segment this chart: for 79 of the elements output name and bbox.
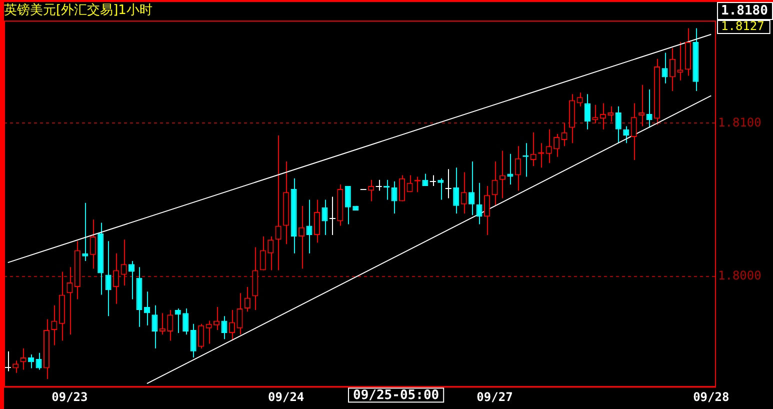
candlestick [4,350,12,372]
candlestick [306,199,312,254]
candlestick [453,167,460,214]
candlestick [275,134,282,271]
candlestick [12,360,19,374]
candlestick [322,199,328,236]
candlestick [228,310,235,342]
candlestick [438,178,444,200]
x-tick-label: 09/24 [268,390,304,404]
candlestick [630,102,637,160]
candlestick [206,320,212,344]
candlestick [298,205,305,270]
text: 1.8180 [721,3,768,18]
candlestick [429,174,436,186]
candlestick [638,84,645,127]
y-tick-label: 1.8100 [718,115,762,130]
candlestick [623,126,630,144]
candlestick [398,174,406,202]
candlestick [422,173,428,186]
candlestick [677,42,684,81]
x-tick-label: 09/28 [693,390,730,404]
candlestick [214,306,220,330]
text: 09/25-05:00 [353,388,440,403]
candlestick [90,219,96,270]
candlestick [375,179,382,192]
x-tick-label: 09/27 [476,390,513,404]
candlestick [198,323,204,349]
candlestick [492,160,498,206]
candlestick [391,180,398,214]
candlestick [460,172,467,214]
candlestick [344,185,351,225]
text: 1.8127 [721,19,764,34]
candlestick [268,236,274,271]
candlestick [144,291,150,326]
candlestick [499,150,506,199]
candlestick [66,266,73,336]
candlestick [113,252,120,304]
candlestick [592,104,598,124]
candlestick [576,92,583,107]
candlestick [608,106,614,122]
candlestick [82,202,88,262]
candlestick [120,239,127,286]
candlestick [600,102,606,130]
candlestick [530,132,536,167]
candlestick [159,312,166,336]
candlestick [244,286,250,312]
y-tick-label: 1.8000 [718,268,762,282]
candlestick [314,199,320,244]
candlestick [190,323,196,358]
candlestick [662,52,668,84]
candlestick [51,304,58,346]
candlestick [182,308,189,336]
candlestick [646,89,652,128]
candlestick [152,304,158,349]
candlestick [514,146,521,192]
candlestick [615,106,622,144]
candlestick [444,168,452,199]
candlestick [484,185,490,236]
candlestick [584,94,590,130]
candlestick [468,160,475,216]
candlestick [105,240,112,317]
candlestick [174,308,181,334]
candlestick [476,182,482,225]
candlestick [20,348,26,370]
candlestick [28,354,34,369]
chart-title: 英镑美元[外汇交易]1小时 [4,2,152,18]
candlestick [546,128,552,164]
x-tick-label: 09/23 [52,390,88,404]
candlestick [167,310,174,342]
candlestick [128,260,135,300]
candlestick [221,316,228,340]
candlestick [368,179,374,202]
candlestick [236,292,243,336]
candlestick [561,122,568,147]
candlestick [554,133,560,158]
candlestick [507,153,514,185]
candlestick [260,236,266,271]
candlestick [669,48,676,92]
candlestick [328,196,336,236]
